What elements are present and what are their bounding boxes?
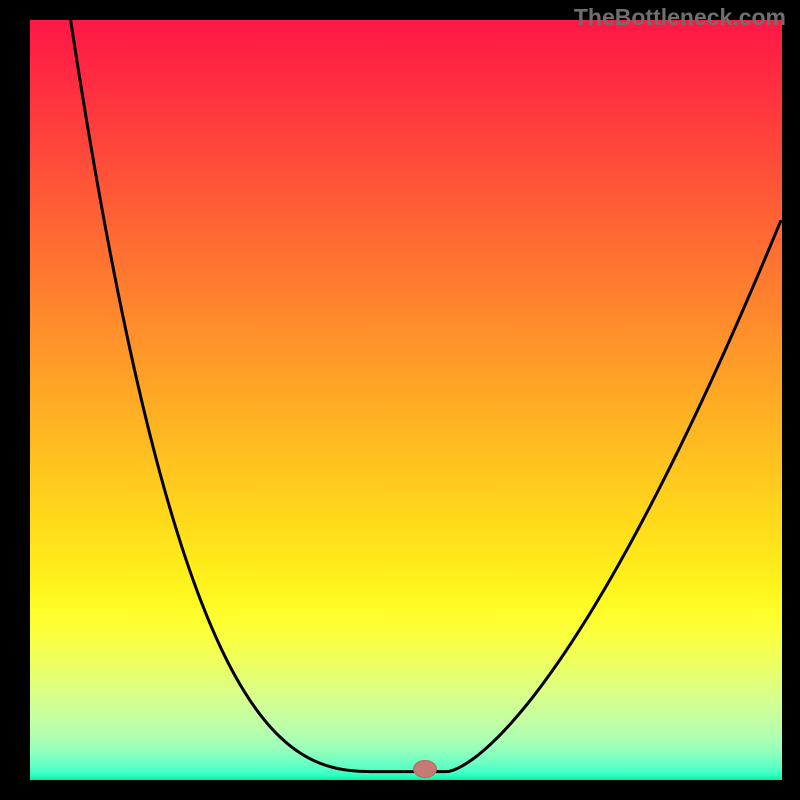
chart-container: TheBottleneck.com [0,0,800,800]
watermark-text: TheBottleneck.com [574,4,786,31]
gradient-background [30,20,782,780]
optimum-marker [413,760,437,778]
plot-area [30,20,782,780]
